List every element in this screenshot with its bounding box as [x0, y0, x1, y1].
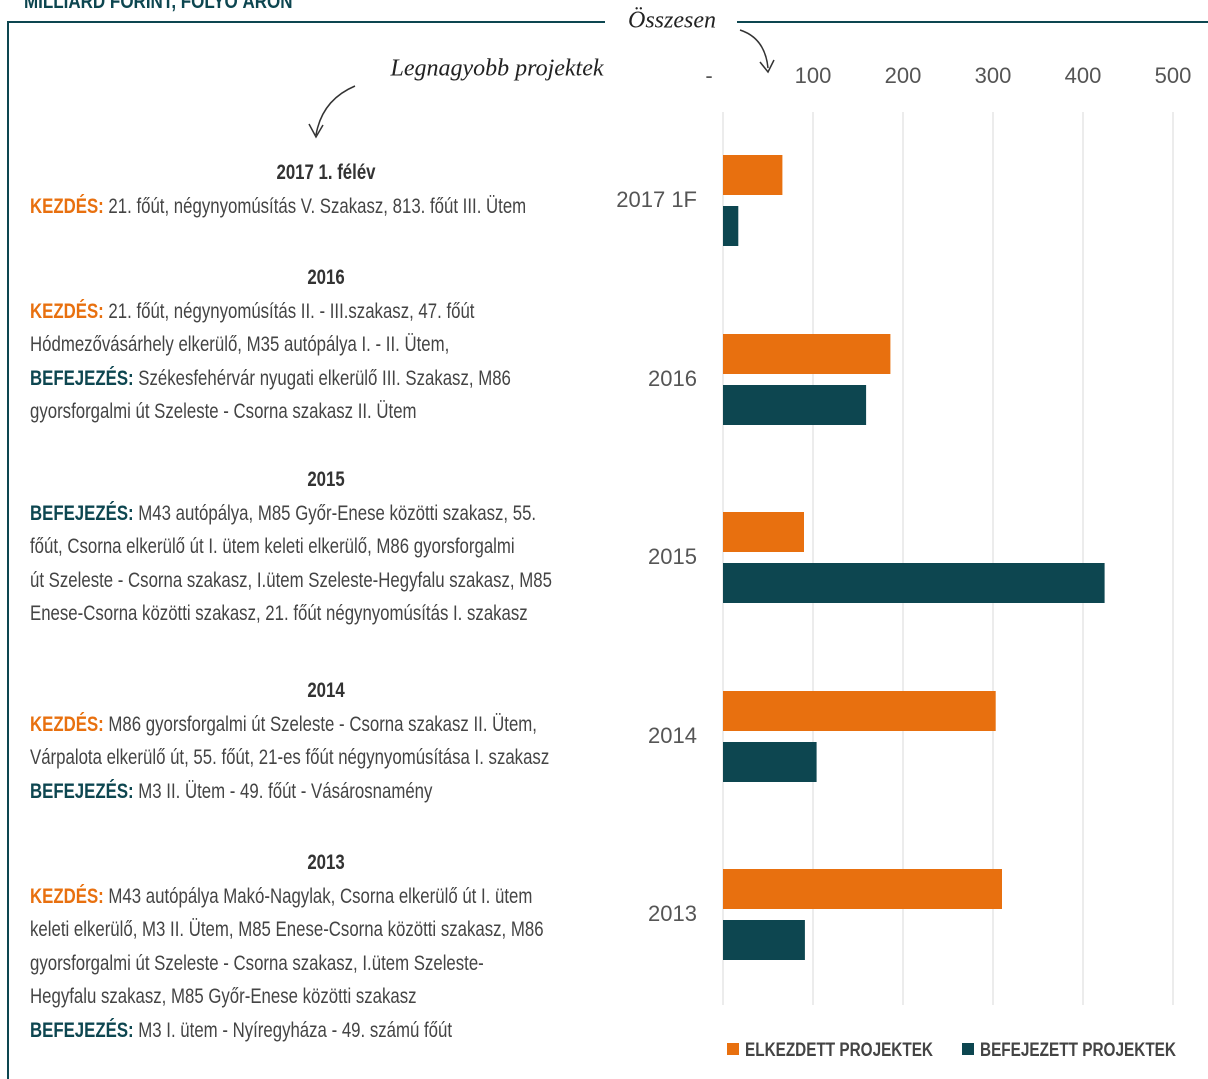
project-label: KEZDÉS:	[30, 884, 104, 908]
project-text: M3 I. ütem - Nyíregyháza - 49. számú főú…	[138, 1018, 453, 1042]
project-text: gyorsforgalmi út Szeleste - Csorna szaka…	[30, 951, 484, 975]
page-title: MILLIÁRD FORINT, FOLYÓ ÁRON	[24, 0, 293, 13]
arrow	[308, 123, 324, 139]
x-tick-label: 500	[1155, 63, 1192, 88]
project-text: 21. főút, négynyomúsítás II. - III.szaka…	[108, 299, 475, 323]
project-label: KEZDÉS:	[30, 712, 104, 736]
y-tick-label: 2014	[648, 723, 697, 748]
x-tick-label: 300	[975, 63, 1012, 88]
project-label: BEFEJEZÉS:	[30, 1018, 134, 1042]
project-line: gyorsforgalmi út Szeleste - Csorna szaka…	[30, 947, 622, 981]
x-tick-label: 100	[795, 63, 832, 88]
project-heading: 2017 1. félév	[276, 161, 376, 184]
project-label: BEFEJEZÉS:	[30, 366, 134, 390]
bar	[723, 334, 891, 374]
x-tick-label: -	[705, 63, 712, 88]
project-text: út Szeleste - Csorna szakasz, I.ütem Sze…	[30, 568, 552, 592]
project-line: Hegyfalu szakasz, M85 Győr-Enese közötti…	[30, 980, 622, 1014]
project-line: KEZDÉS: 21. főút, négynyomúsítás V. Szak…	[30, 190, 622, 224]
project-line: BEFEJEZÉS: M3 I. ütem - Nyíregyháza - 49…	[30, 1014, 622, 1048]
bar	[723, 385, 867, 425]
y-tick-label: 2016	[648, 366, 697, 391]
bar	[723, 869, 1002, 909]
project-line: BEFEJEZÉS: M43 autópálya, M85 Győr-Enese…	[30, 497, 622, 531]
project-label: KEZDÉS:	[30, 299, 104, 323]
project-label: BEFEJEZÉS:	[30, 779, 134, 803]
bar	[723, 206, 739, 246]
bar	[723, 563, 1105, 603]
arrow	[739, 29, 769, 69]
project-text: gyorsforgalmi út Szeleste - Csorna szaka…	[30, 400, 417, 423]
project-text: M43 autópálya Makó-Nagylak, Csorna elker…	[108, 884, 533, 908]
project-text: Székesfehérvár nyugati elkerülő III. Sza…	[138, 366, 511, 390]
bar	[723, 691, 996, 731]
y-tick-label: 2013	[648, 901, 697, 926]
project-line: Enese-Csorna közötti szakasz, 21. főút n…	[30, 597, 622, 631]
legend-swatch	[962, 1043, 974, 1055]
legend-label: BEFEJEZETT PROJEKTEK	[980, 1040, 1176, 1061]
project-text: M3 II. Ütem - 49. főút - Vásárosnamény	[138, 779, 433, 803]
project-text: Hegyfalu szakasz, M85 Győr-Enese közötti…	[30, 985, 417, 1008]
bar	[723, 742, 817, 782]
project-line: KEZDÉS: M43 autópálya Makó-Nagylak, Csor…	[30, 880, 622, 914]
legend-swatch	[727, 1043, 739, 1055]
project-text: keleti elkerülő, M3 II. Ütem, M85 Enese-…	[30, 918, 544, 941]
project-block: 2017 1. félév KEZDÉS: 21. főút, négynyomú…	[30, 156, 622, 223]
project-line: gyorsforgalmi út Szeleste - Csorna szaka…	[30, 395, 622, 429]
bar	[723, 512, 804, 552]
annotation: Legnagyobb projektek	[389, 56, 603, 82]
project-text: M43 autópálya, M85 Győr-Enese közötti sz…	[138, 501, 537, 525]
project-block: 2015 BEFEJEZÉS: M43 autópálya, M85 Győr-E…	[30, 463, 622, 631]
legend-label: ELKEZDETT PROJEKTEK	[745, 1040, 933, 1061]
bar	[723, 920, 805, 960]
project-text: 21. főút, négynyomúsítás V. Szakasz, 813…	[108, 194, 527, 218]
project-heading: 2014	[307, 679, 345, 702]
project-text: M86 gyorsforgalmi út Szeleste - Csorna s…	[108, 712, 537, 736]
annotation: Összesen	[628, 8, 716, 34]
project-text: Enese-Csorna közötti szakasz, 21. főút n…	[30, 602, 528, 625]
bar	[723, 155, 783, 195]
project-text: főút, Csorna elkerülő út I. ütem keleti …	[30, 535, 515, 558]
x-tick-label: 400	[1065, 63, 1102, 88]
project-line: KEZDÉS: M86 gyorsforgalmi út Szeleste - …	[30, 708, 622, 742]
project-line: BEFEJEZÉS: Székesfehérvár nyugati elkerü…	[30, 362, 622, 396]
project-line: Várpalota elkerülő út, 55. főút, 21-es f…	[30, 741, 622, 775]
project-line: főút, Csorna elkerülő út I. ütem keleti …	[30, 530, 622, 564]
project-label: BEFEJEZÉS:	[30, 501, 134, 525]
project-text: Várpalota elkerülő út, 55. főút, 21-es f…	[30, 746, 550, 769]
project-label: KEZDÉS:	[30, 194, 104, 218]
y-tick-label: 2017 1F	[616, 187, 697, 212]
project-line: Hódmezővásárhely elkerülő, M35 autópálya…	[30, 328, 622, 362]
project-line: KEZDÉS: 21. főút, négynyomúsítás II. - I…	[30, 295, 622, 329]
project-heading: 2016	[307, 266, 345, 289]
project-block: 2013 KEZDÉS: M43 autópálya Makó-Nagylak, …	[30, 846, 622, 1047]
project-line: BEFEJEZÉS: M3 II. Ütem - 49. főút - Vásá…	[30, 775, 622, 809]
project-block: 2016 KEZDÉS: 21. főút, négynyomúsítás II.…	[30, 261, 622, 429]
arrow	[759, 59, 775, 74]
arrow	[315, 85, 356, 136]
project-line: keleti elkerülő, M3 II. Ütem, M85 Enese-…	[30, 913, 622, 947]
y-tick-label: 2015	[648, 544, 697, 569]
project-heading: 2015	[307, 468, 345, 491]
project-line: út Szeleste - Csorna szakasz, I.ütem Sze…	[30, 564, 622, 598]
project-text: Hódmezővásárhely elkerülő, M35 autópálya…	[30, 333, 450, 356]
x-tick-label: 200	[885, 63, 922, 88]
project-block: 2014 KEZDÉS: M86 gyorsforgalmi út Szelest…	[30, 674, 622, 808]
project-heading: 2013	[307, 851, 345, 874]
